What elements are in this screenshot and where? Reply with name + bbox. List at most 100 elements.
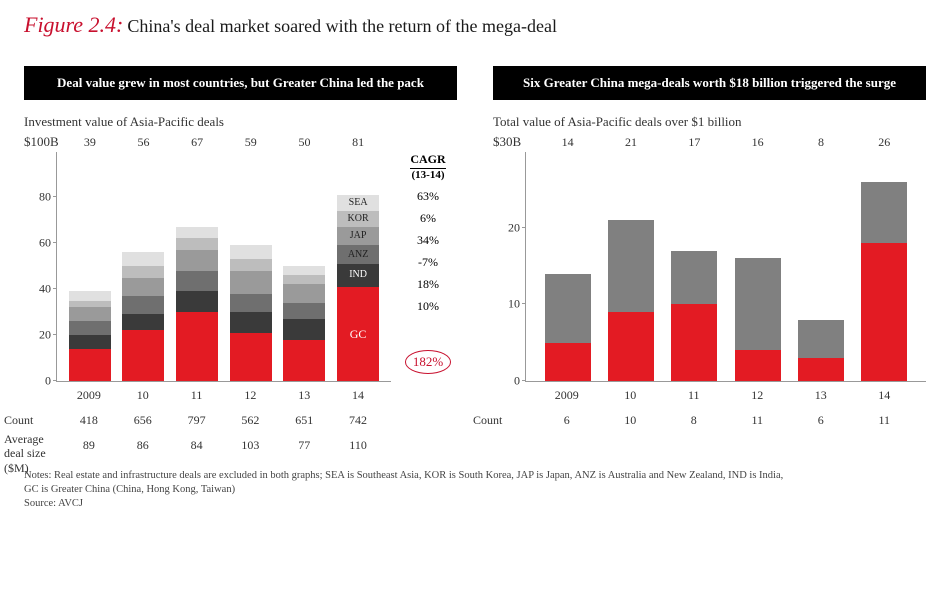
bar-segment-sea [122,252,164,266]
y-tick: 0 [496,374,520,389]
y-tick: 10 [496,297,520,312]
bar-segment-gc [122,330,164,381]
bar-segment-ind [69,335,111,349]
bar-total-label: 67 [191,135,203,152]
bar-segment-sea [283,266,325,275]
bar-total-label: 16 [752,135,764,152]
count-cell: 11 [734,413,780,428]
cagr-highlight: 182% [405,350,451,374]
panels-row: Deal value grew in most countries, but G… [24,66,926,453]
bar-segment-sea [230,245,272,259]
avg-cell: 84 [176,438,218,453]
bar-segment-ind [283,319,325,340]
bar-segment-ind: IND [337,264,379,287]
x-tick: 2009 [68,388,110,403]
bar-segment-kor [230,259,272,271]
x-tick: 14 [337,388,379,403]
bar-segment-gc [545,343,591,381]
avg-cell: 86 [122,438,164,453]
figure-title: Figure 2.4: China's deal market soared w… [24,12,926,38]
bar-segment-gc [735,350,781,381]
bar-column: 67 [176,152,218,381]
bar-column: 16 [735,152,781,381]
x-tick: 11 [176,388,218,403]
bar-column: 59 [230,152,272,381]
bar-segment-sea [69,291,111,300]
count-cell: 656 [122,413,164,428]
avg-cell: 77 [283,438,325,453]
count-label: Count [4,413,52,427]
y-tick: 60 [27,236,51,251]
x-tick: 12 [229,388,271,403]
bar-segment-anz [122,296,164,314]
count-cell: 651 [283,413,325,428]
bar-segment-kor: KOR [337,211,379,227]
left-panel-header: Deal value grew in most countries, but G… [24,66,457,100]
cagr-value: 6% [420,211,436,226]
bar-column: 17 [671,152,717,381]
cagr-value: 34% [417,233,439,248]
bar-segment-anz [230,294,272,312]
bar-segment-kor [122,266,164,278]
left-bars-row: 395667595081GCINDANZJAPKORSEA [57,152,391,381]
bar-column: 56 [122,152,164,381]
bar-segment-gc [230,333,272,381]
cagr-value: 10% [417,299,439,314]
x-tick: 2009 [544,388,590,403]
bar-segment-ind [122,314,164,330]
count-cell: 6 [544,413,590,428]
series-label-gc: Greater China [911,299,947,325]
y-tick: 0 [27,374,51,389]
bar-total-label: 8 [818,135,824,152]
left-subtitle: Investment value of Asia-Pacific deals [24,114,457,130]
bar-segment-other [735,258,781,350]
notes-line1: Notes: Real estate and infrastructure de… [24,469,926,483]
avg-cell: 103 [229,438,271,453]
left-panel: Deal value grew in most countries, but G… [24,66,457,453]
bar-segment-kor [283,275,325,284]
count-cell: 6 [798,413,844,428]
bar-segment-jap [283,284,325,302]
y-tick: 40 [27,282,51,297]
bar-total-label: 59 [245,135,257,152]
bar-segment-gc [283,340,325,381]
bar-segment-sea [176,227,218,239]
notes: Notes: Real estate and infrastructure de… [24,469,926,512]
avg-label: Average deal size ($M) [4,432,52,475]
x-tick: 13 [798,388,844,403]
bar-total-label: 50 [298,135,310,152]
bar-segment-jap [230,271,272,294]
x-tick: 13 [283,388,325,403]
bar-segment-gc [608,312,654,381]
x-tick: 10 [607,388,653,403]
bar-column: 21 [608,152,654,381]
bar-segment-jap [69,307,111,321]
bar-segment-gc [671,304,717,381]
right-chart-area: 14211716826Greater ChinaOther 01020 [525,152,926,382]
bar-segment-anz [176,271,218,292]
cagr-title: CAGR [410,152,445,169]
bar-segment-sea: SEA [337,195,379,211]
right-x-axis: 20091011121314 [525,388,926,403]
bar-segment-gc [798,358,844,381]
right-count-row: Count 610811611 [525,413,926,428]
bar-segment-jap: JAP [337,227,379,245]
bar-segment-other [545,274,591,343]
left-count-row: Count 418656797562651742 [56,413,391,428]
bar-segment-gc [69,349,111,381]
cagr-value: 63% [417,189,439,204]
bar-segment-other [608,220,654,312]
bar-segment-other: Other [861,182,907,243]
right-bars-row: 14211716826Greater ChinaOther [526,152,926,381]
notes-line2: GC is Greater China (China, Hong Kong, T… [24,483,926,497]
left-chart-area: 395667595081GCINDANZJAPKORSEA 020406080 [56,152,391,382]
bar-segment-jap [176,250,218,271]
bar-column: 14 [545,152,591,381]
count-cell: 418 [68,413,110,428]
right-panel-header: Six Greater China mega-deals worth $18 b… [493,66,926,100]
bar-column: 26Greater ChinaOther [861,152,907,381]
y-tick: 20 [496,220,520,235]
right-subtitle: Total value of Asia-Pacific deals over $… [493,114,926,130]
bar-total-label: 21 [625,135,637,152]
count-cell: 742 [337,413,379,428]
